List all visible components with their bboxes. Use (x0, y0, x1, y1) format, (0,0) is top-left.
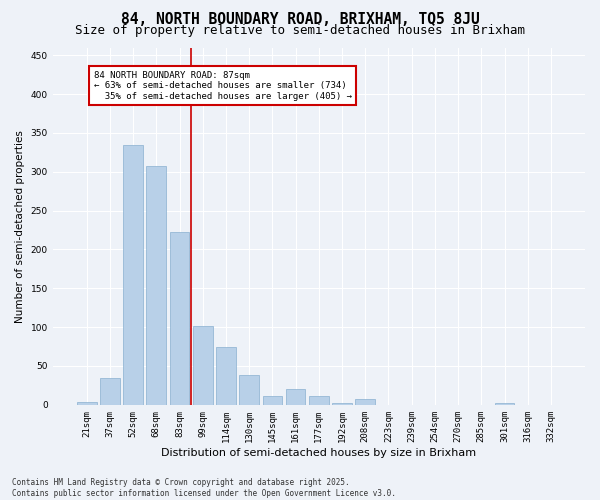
Bar (239, 376, 259, 405)
Bar (193, 326, 212, 405)
Text: 84 NORTH BOUNDARY ROAD: 87sqm
← 63% of semi-detached houses are smaller (734)
  : 84 NORTH BOUNDARY ROAD: 87sqm ← 63% of s… (94, 71, 352, 101)
Bar (77, 402, 97, 405)
Y-axis label: Number of semi-detached properties: Number of semi-detached properties (15, 130, 25, 322)
Bar (100, 378, 120, 405)
Bar (123, 144, 143, 405)
Bar (355, 400, 375, 405)
Bar (263, 396, 282, 405)
Bar (494, 404, 514, 405)
Text: Size of property relative to semi-detached houses in Brixham: Size of property relative to semi-detach… (75, 24, 525, 37)
Bar (170, 232, 190, 405)
Text: 84, NORTH BOUNDARY ROAD, BRIXHAM, TQ5 8JU: 84, NORTH BOUNDARY ROAD, BRIXHAM, TQ5 8J… (121, 12, 479, 28)
Text: Contains HM Land Registry data © Crown copyright and database right 2025.
Contai: Contains HM Land Registry data © Crown c… (12, 478, 396, 498)
Bar (286, 388, 305, 405)
Bar (309, 396, 329, 405)
X-axis label: Distribution of semi-detached houses by size in Brixham: Distribution of semi-detached houses by … (161, 448, 476, 458)
Bar (216, 346, 236, 405)
Bar (332, 402, 352, 405)
Bar (146, 166, 166, 405)
